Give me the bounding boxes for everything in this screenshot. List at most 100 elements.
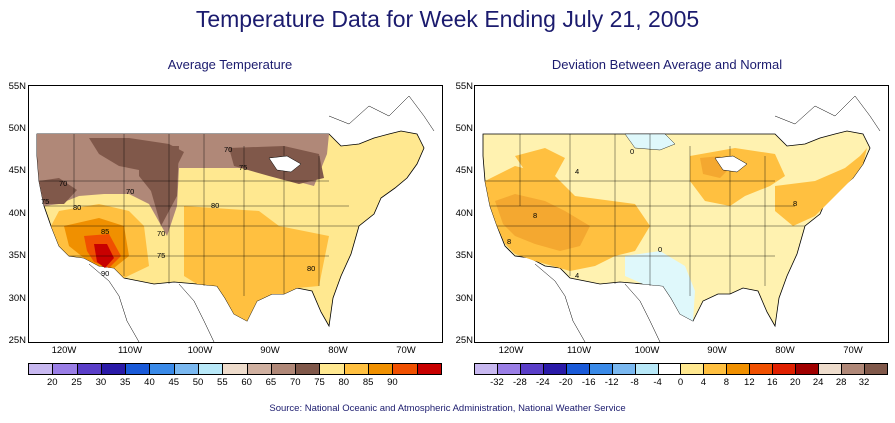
average-temperature-map-svg: 70 70 75 70 75 80 90 85 80 75 70 80 <box>36 95 435 342</box>
deviation-legend-tick-8: 0 <box>677 377 684 388</box>
lon-label-110w-right: 110W <box>566 345 592 356</box>
average-temperature-legend-swatch-8 <box>223 364 248 374</box>
average-temperature-legend-tick-5: 45 <box>168 377 180 388</box>
source-note: Source: National Oceanic and Atmospheric… <box>269 403 626 414</box>
average-temperature-legend-swatch-9 <box>247 364 272 374</box>
lon-label-80w-right: 80W <box>775 345 795 356</box>
deviation-panel: Deviation Between Average and Normal 55N… <box>447 0 889 395</box>
deviation-legend-swatch-0 <box>475 364 498 374</box>
dev-contour-label-2: 8 <box>533 211 537 220</box>
lon-label-110w: 110W <box>117 345 143 356</box>
lat-label-50n: 50N <box>8 123 26 134</box>
deviation-legend-tick-0: -32 <box>490 377 504 388</box>
average-temperature-legend-ticks: 20 25 30 35 40 45 50 55 60 65 70 75 80 85 90 <box>28 377 443 389</box>
deviation-legend-swatch-14 <box>796 364 820 374</box>
average-temperature-legend-tick-7: 55 <box>217 377 228 388</box>
cool-band-60 <box>39 178 77 204</box>
contour-label-4: 75 <box>239 163 247 172</box>
lon-label-70w: 70W <box>396 345 416 356</box>
average-temperature-legend-tick-6: 50 <box>192 377 204 388</box>
average-temperature-legend-tick-12: 80 <box>338 377 350 388</box>
deviation-legend-swatch-13 <box>773 364 797 374</box>
deviation-legend-tick-13: 20 <box>789 377 801 388</box>
deviation-legend-tick-10: 8 <box>723 377 730 388</box>
average-temperature-legend-swatch-14 <box>368 364 394 374</box>
average-temperature-legend-swatch-13 <box>344 364 369 374</box>
deviation-legend-tick-7: -4 <box>653 377 662 388</box>
deviation-legend-swatch-4 <box>566 364 590 374</box>
average-temperature-legend-swatch-7 <box>198 364 224 374</box>
deviation-legend-swatch-15 <box>819 364 842 374</box>
lat-label-45n: 45N <box>8 165 26 176</box>
dev-contour-label-6: 8 <box>793 199 797 208</box>
contour-label-10: 70 <box>157 229 165 238</box>
average-temperature-legend-swatch-10 <box>271 364 297 374</box>
lat-label-45n-right: 45N <box>455 165 473 176</box>
lat-label-40n-right: 40N <box>455 208 473 219</box>
great-lakes <box>268 155 302 173</box>
average-temperature-panel: Average Temperature 55N 50N 45N 40N 35N … <box>0 0 443 395</box>
average-temperature-legend-tick-4: 40 <box>144 377 155 388</box>
deviation-map-svg: 0 4 8 8 4 0 8 <box>482 95 881 342</box>
lat-label-35n-right: 35N <box>455 250 473 261</box>
average-temperature-legend-swatch-5 <box>150 364 175 374</box>
mexico-outline <box>88 263 215 342</box>
average-temperature-legend-tick-14: 90 <box>387 377 398 388</box>
average-temperature-legend-bar <box>28 363 442 375</box>
deviation-legend-ticks: -32 -28 -24 -20 -16 -12 -8 -4 0 4 8 12 16 20 24 28 32 <box>474 377 889 389</box>
deviation-legend-swatch-6 <box>612 364 636 374</box>
deviation-legend-bar <box>474 363 888 375</box>
dev-4-east <box>775 148 867 226</box>
deviation-legend-tick-1: -28 <box>513 377 527 388</box>
average-temperature-legend-swatch-16 <box>417 364 441 374</box>
average-temperature-map: 70 70 75 70 75 80 90 85 80 75 70 80 <box>28 85 443 343</box>
deviation-legend-tick-9: 4 <box>700 377 707 388</box>
average-temperature-legend-tick-8: 60 <box>241 377 252 388</box>
contour-label-5: 80 <box>211 201 219 210</box>
lon-label-100w: 100W <box>187 345 213 356</box>
average-temperature-legend-swatch-4 <box>126 364 151 374</box>
chart-title: Temperature Data for Week Ending July 21… <box>195 6 700 32</box>
lon-label-90w-right: 90W <box>707 345 727 356</box>
average-temperature-legend-swatch-1 <box>53 364 78 374</box>
average-temperature-legend-tick-10: 70 <box>289 377 301 388</box>
lat-label-40n: 40N <box>8 208 26 219</box>
dev-contour-label-1: 4 <box>575 167 579 176</box>
lat-label-50n-right: 50N <box>455 123 473 134</box>
canada-outline <box>328 95 435 132</box>
deviation-legend-tick-4: -16 <box>581 377 596 388</box>
lon-label-90w: 90W <box>260 345 280 356</box>
lat-label-35n: 35N <box>8 250 26 261</box>
average-temperature-legend-tick-9: 65 <box>265 377 277 388</box>
mexico-outline-deviation <box>534 263 661 342</box>
dev-contour-label-0: 0 <box>630 147 634 156</box>
lon-label-80w: 80W <box>328 345 348 356</box>
average-temperature-legend-tick-2: 30 <box>95 377 107 388</box>
lat-label-55n: 55N <box>8 81 26 92</box>
deviation-legend-swatch-7 <box>635 364 659 374</box>
deviation-legend-tick-5: -12 <box>604 377 619 388</box>
average-temperature-legend-swatch-3 <box>101 364 127 374</box>
contour-label-8: 80 <box>73 203 81 212</box>
lon-label-120w: 120W <box>51 345 77 356</box>
contour-label-6: 90 <box>101 269 109 278</box>
lat-label-25n-right: 25N <box>455 335 473 346</box>
deviation-legend-swatch-12 <box>750 364 774 374</box>
deviation-legend-swatch-1 <box>497 364 521 374</box>
lon-label-100w-right: 100W <box>634 345 660 356</box>
deviation-legend-swatch-16 <box>842 364 865 374</box>
contour-label-3: 70 <box>224 145 232 154</box>
deviation-legend-tick-14: 24 <box>812 377 824 388</box>
deviation-legend-tick-3: -20 <box>558 377 573 388</box>
deviation-legend-tick-12: 16 <box>766 377 778 388</box>
deviation-legend-tick-11: 12 <box>744 377 755 388</box>
average-temperature-legend-swatch-12 <box>320 364 345 374</box>
dev-contour-label-5: 0 <box>658 245 662 254</box>
contour-label-2: 75 <box>41 197 49 206</box>
lat-label-55n-right: 55N <box>455 81 473 92</box>
deviation-legend-swatch-10 <box>704 364 728 374</box>
deviation-title: Deviation Between Average and Normal <box>551 57 783 72</box>
deviation-legend-swatch-3 <box>543 364 567 374</box>
lon-label-70w-right: 70W <box>843 345 863 356</box>
contour-label-0: 70 <box>59 179 67 188</box>
